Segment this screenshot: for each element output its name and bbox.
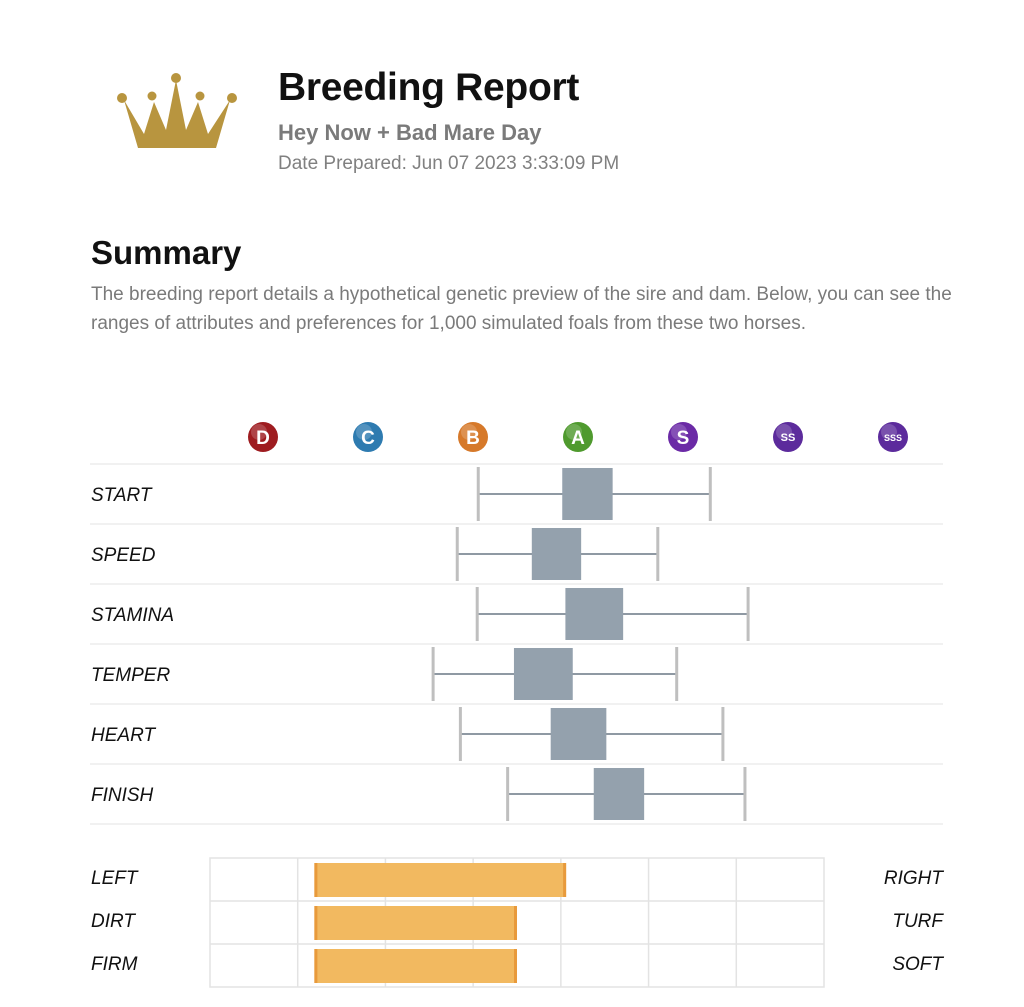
row-label-stamina: STAMINA — [91, 605, 174, 626]
iqr-box — [513, 648, 573, 700]
pref-bar-firm-soft — [314, 949, 517, 983]
horse-pair: Hey Now + Bad Mare Day — [278, 120, 542, 145]
crown-jewel — [227, 93, 237, 103]
pref-bar-start — [314, 949, 318, 983]
pref-bar-left-right — [314, 863, 567, 897]
row-label-finish: FINISH — [91, 785, 154, 806]
pref-bar-start — [314, 863, 318, 897]
crown-body — [124, 80, 230, 148]
preference-chart — [209, 857, 825, 988]
pref-bar-dirt-turf — [314, 906, 517, 940]
crown-jewel — [147, 91, 157, 101]
box-heart — [458, 707, 725, 761]
row-label-temper: TEMPER — [91, 665, 170, 686]
grade-icon-sss: SSS — [878, 422, 908, 452]
box-start — [476, 467, 712, 521]
row-label-start: START — [91, 485, 153, 506]
pref-label-dirt: DIRT — [91, 911, 135, 932]
grade-letter: C — [361, 428, 375, 449]
iqr-box — [565, 588, 624, 640]
box-finish — [506, 767, 747, 821]
grade-icon-ss: SS — [773, 422, 803, 452]
grade-letter: SSS — [884, 433, 902, 443]
box-temper — [431, 647, 679, 701]
box-stamina — [475, 587, 750, 641]
row-label-heart: HEART — [91, 725, 156, 746]
grade-icon-a: A — [563, 422, 593, 452]
iqr-box — [593, 768, 645, 820]
report-title: Breeding Report — [278, 66, 580, 109]
iqr-box — [531, 528, 582, 580]
box-speed — [455, 527, 660, 581]
pref-label-turf: TURF — [892, 911, 943, 932]
crown-jewel — [117, 93, 127, 103]
pref-bar-start — [314, 906, 318, 940]
crown-jewel — [171, 73, 181, 83]
grade-letter: D — [256, 428, 270, 449]
iqr-box — [550, 708, 607, 760]
grade-letter: S — [677, 428, 690, 449]
pref-bar-fill — [314, 863, 567, 897]
crown-logo — [117, 73, 237, 148]
row-label-speed: SPEED — [91, 545, 156, 566]
pref-label-soft: SOFT — [892, 954, 943, 975]
crown-jewel — [195, 91, 205, 101]
summary-heading: Summary — [91, 234, 242, 271]
grade-letter: B — [466, 428, 480, 449]
attribute-range-chart: D C B A S SS SSSSTARTSPEEDSTAMINATEMPERHEARTFI… — [90, 422, 943, 988]
grade-letter: A — [571, 428, 585, 449]
pref-bar-fill — [314, 949, 517, 983]
pref-bar-end — [563, 863, 567, 897]
grade-icon-s: S — [668, 422, 698, 452]
grade-letter: SS — [781, 432, 796, 444]
pref-label-left: LEFT — [91, 868, 138, 889]
date-prepared: Date Prepared: Jun 07 2023 3:33:09 PM — [278, 153, 620, 174]
preference-frame — [209, 857, 825, 988]
grade-icon-d: D — [248, 422, 278, 452]
pref-label-right: RIGHT — [883, 868, 943, 889]
pref-bar-end — [514, 906, 517, 940]
pref-label-firm: FIRM — [91, 954, 138, 975]
summary-text: The breeding report details a hypothetic… — [91, 284, 952, 334]
pref-bar-end — [514, 949, 517, 983]
grade-icon-b: B — [458, 422, 488, 452]
grade-icon-c: C — [353, 422, 383, 452]
iqr-box — [562, 468, 613, 520]
pref-bar-fill — [314, 906, 517, 940]
